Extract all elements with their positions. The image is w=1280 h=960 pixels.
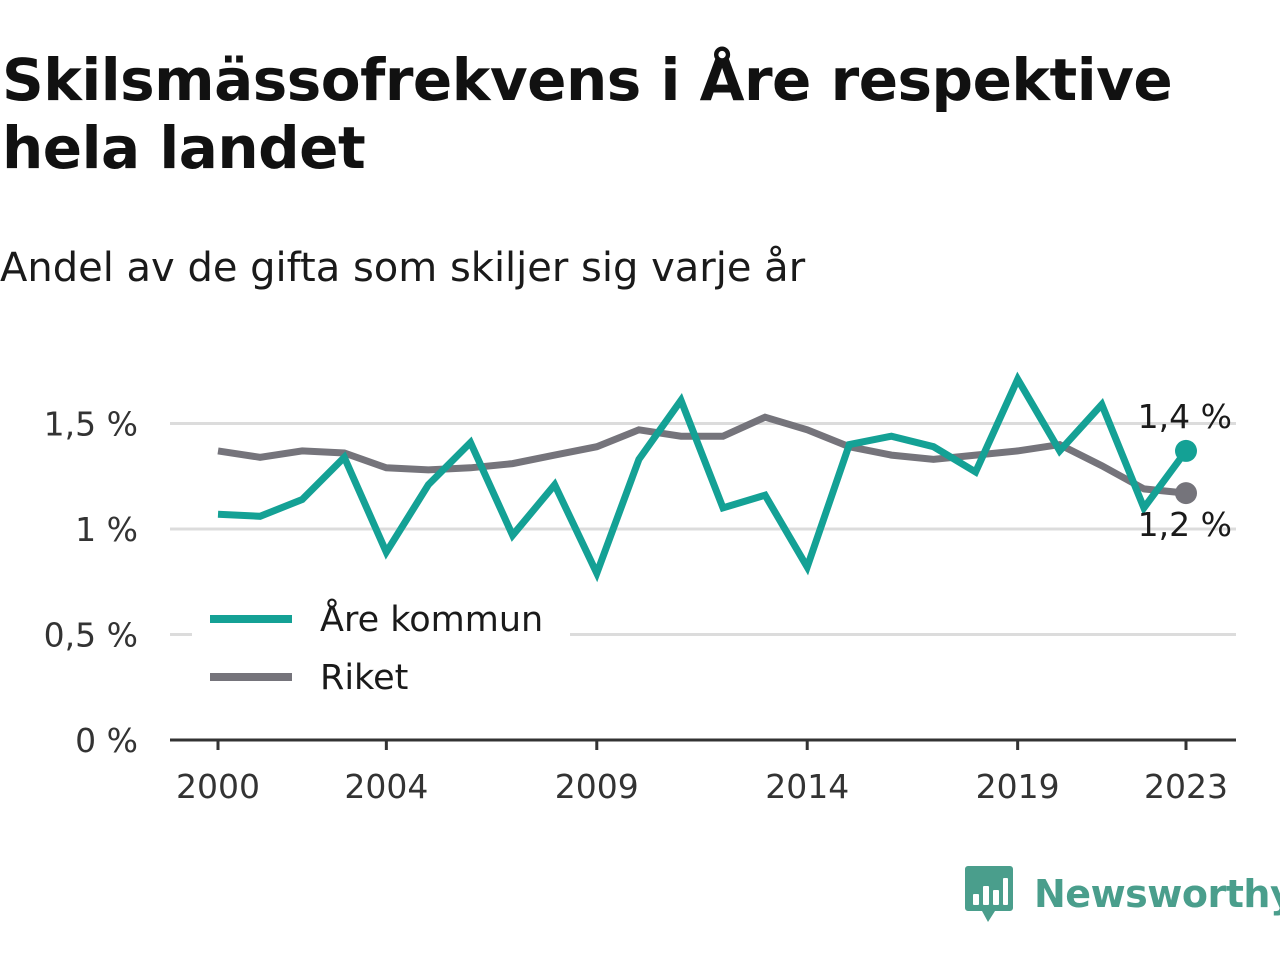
brand-logo: Newsworthy [964, 864, 1280, 924]
end-labels: 1,4 % 1,2 % [1138, 397, 1232, 544]
chart-subtitle: Andel av de gifta som skiljer sig varje … [0, 245, 806, 291]
chart-title: Skilsmässofrekvens i Åre respektive hela… [2, 46, 1173, 182]
brand-name: Newsworthy [1034, 872, 1280, 916]
x-tick-label: 2023 [1144, 767, 1228, 806]
y-tick-label: 1,5 % [44, 405, 138, 444]
series-line [217, 413, 1187, 497]
y-tick-label: 0 % [75, 721, 138, 760]
end-label-are: 1,4 % [1138, 397, 1232, 436]
legend: Åre kommun Riket [192, 588, 570, 710]
series-end-point [1175, 439, 1197, 462]
legend-background [192, 588, 570, 710]
x-axis: 2000 2004 2009 2014 2019 2023 [170, 738, 1236, 806]
line-chart: 0 % 0,5 % 1 % 1,5 % 2000 2004 2009 2014 2019 202… [44, 371, 1236, 806]
x-tick-label: 2019 [976, 767, 1060, 806]
newsworthy-logo-icon [965, 866, 1013, 922]
series-lines [217, 371, 1197, 583]
legend-label: Riket [320, 658, 408, 698]
x-tick-label: 2000 [176, 767, 260, 806]
x-tick-label: 2014 [765, 767, 849, 806]
x-tick-label: 2004 [344, 767, 428, 806]
end-label-riket: 1,2 % [1138, 505, 1232, 544]
series-line [217, 371, 1189, 583]
legend-label: Åre kommun [320, 597, 543, 640]
y-tick-label: 0,5 % [44, 616, 138, 655]
y-tick-label: 1 % [75, 510, 138, 549]
x-tick-label: 2009 [555, 767, 639, 806]
series-end-point [1175, 482, 1197, 505]
y-axis-tick-labels: 0 % 0,5 % 1 % 1,5 % [44, 405, 138, 761]
